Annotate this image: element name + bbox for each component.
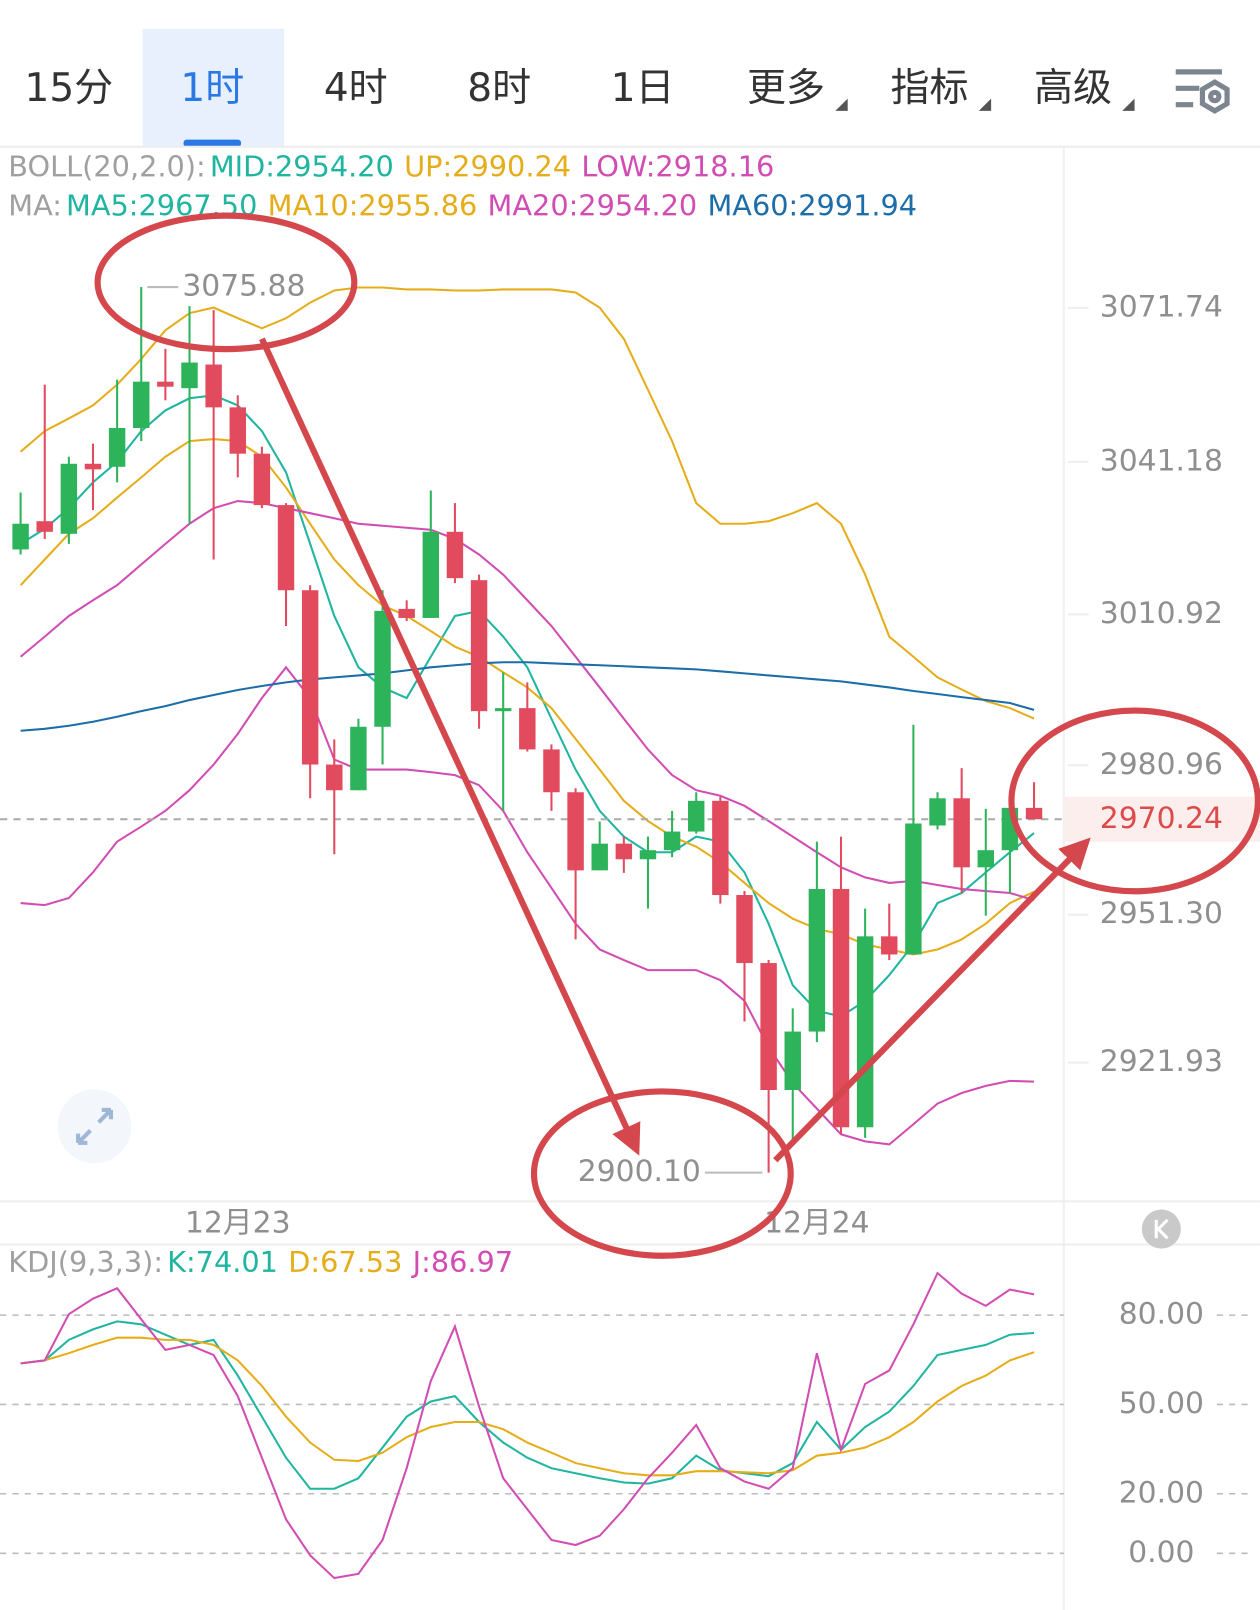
legend-item: LOW:2918.16 bbox=[581, 149, 774, 183]
candle-body bbox=[881, 936, 898, 955]
low-label: 2900.10 bbox=[578, 1154, 701, 1189]
last-price-label: 2970.24 bbox=[1100, 801, 1223, 836]
indicator-line bbox=[19, 286, 1035, 720]
legend-label: KDJ(9,3,3): bbox=[8, 1245, 163, 1279]
indicator-line bbox=[20, 661, 1035, 732]
x-tick-label: 12月23 bbox=[185, 1205, 291, 1240]
candle-body bbox=[494, 708, 512, 712]
y-tick-label: 20.00 bbox=[1119, 1475, 1204, 1510]
candle-body bbox=[398, 608, 415, 618]
candle-body bbox=[60, 463, 78, 534]
kdj-line bbox=[20, 1336, 1035, 1477]
candle-body bbox=[567, 792, 584, 871]
y-tick-label: 3010.92 bbox=[1100, 596, 1223, 631]
legend-label: BOLL(20,2.0): bbox=[8, 149, 205, 183]
high-label: 3075.88 bbox=[182, 269, 305, 304]
kdj-line bbox=[20, 1271, 1035, 1580]
candle-body bbox=[663, 831, 681, 851]
tab[interactable]: 更多 bbox=[747, 66, 825, 111]
settings-icon[interactable] bbox=[1175, 69, 1230, 114]
menu-caret bbox=[978, 98, 992, 111]
candle-body bbox=[712, 800, 729, 896]
candle-body bbox=[808, 888, 826, 1032]
annotation-marks bbox=[94, 212, 1260, 1259]
candle-body bbox=[181, 362, 198, 389]
candle-body bbox=[953, 798, 970, 868]
candle-body bbox=[36, 521, 53, 532]
candle-body bbox=[133, 381, 150, 429]
candle-body bbox=[856, 936, 874, 1128]
expand-button[interactable] bbox=[57, 1089, 132, 1164]
candle-body bbox=[591, 843, 608, 871]
indicator-line bbox=[19, 500, 1035, 902]
candle-body bbox=[470, 580, 488, 712]
candle-body bbox=[84, 463, 102, 470]
tab[interactable]: 指标 bbox=[891, 66, 969, 111]
y-tick-label: 3041.18 bbox=[1100, 443, 1223, 478]
menu-caret bbox=[1122, 98, 1135, 111]
legend-item: UP:2990.24 bbox=[404, 149, 571, 183]
last-price-bg bbox=[1064, 796, 1260, 842]
menu-caret bbox=[835, 98, 848, 111]
candle-body bbox=[374, 610, 391, 727]
timeframe-tabs: 15分 1时 4时 8时 1日 更多 指标 高级 bbox=[25, 28, 1135, 147]
y-tick-label: 2951.30 bbox=[1100, 896, 1223, 931]
legend-item: MA20:2954.20 bbox=[488, 188, 698, 222]
candle-body bbox=[929, 798, 946, 826]
candle-body bbox=[688, 800, 705, 832]
y-tick-label: 3071.74 bbox=[1100, 289, 1223, 324]
candle-body bbox=[422, 531, 440, 618]
candle-body bbox=[301, 590, 319, 765]
candle-body bbox=[157, 381, 174, 387]
x-tick-label: 12月24 bbox=[764, 1205, 870, 1240]
indicator-line bbox=[20, 665, 1035, 1146]
legend-item: MA60:2991.94 bbox=[707, 188, 917, 222]
candle-body bbox=[519, 708, 536, 750]
active-tab-indicator bbox=[183, 139, 242, 147]
y-tick-label: 50.00 bbox=[1119, 1386, 1204, 1421]
legend-item: J:86.97 bbox=[411, 1245, 513, 1279]
candle-body bbox=[760, 963, 777, 1091]
candle-body bbox=[832, 888, 850, 1128]
legend-item: MID:2954.20 bbox=[210, 149, 394, 183]
plot: 3071.74 3041.18 3010.92 2980.96 2951.30 2921.… bbox=[0, 149, 1260, 1580]
y-tick-label: 0.00 bbox=[1128, 1535, 1194, 1570]
candle-body bbox=[736, 895, 753, 964]
candle-body bbox=[977, 850, 994, 868]
candle-body bbox=[326, 764, 343, 791]
legend-item: MA10:2955.86 bbox=[268, 188, 478, 222]
candle-body bbox=[205, 364, 222, 408]
tab[interactable]: 高级 bbox=[1034, 66, 1112, 111]
candle-body bbox=[1025, 807, 1043, 820]
active-tab-bg bbox=[142, 28, 285, 147]
candle-body bbox=[639, 850, 657, 860]
tab[interactable]: 1时 bbox=[180, 66, 244, 111]
tab[interactable]: 8时 bbox=[467, 66, 531, 111]
tab[interactable]: 15分 bbox=[25, 66, 114, 111]
candle-body bbox=[12, 523, 29, 550]
candle-body bbox=[253, 453, 271, 506]
candle-body bbox=[446, 531, 464, 579]
y-tick-label: 2921.93 bbox=[1100, 1044, 1223, 1079]
tab[interactable]: 4时 bbox=[324, 66, 388, 111]
candle-body bbox=[108, 428, 126, 467]
collapse-button[interactable] bbox=[1141, 1209, 1181, 1249]
candle-body bbox=[543, 749, 560, 793]
legend-item: D:67.53 bbox=[288, 1245, 402, 1279]
candle-body bbox=[905, 823, 922, 955]
candle-body bbox=[350, 726, 367, 791]
legend-item: K:74.01 bbox=[167, 1245, 278, 1279]
y-tick-label: 80.00 bbox=[1119, 1297, 1204, 1332]
tab[interactable]: 1日 bbox=[611, 66, 675, 111]
legend-label: MA: bbox=[8, 188, 62, 222]
candle-body bbox=[277, 505, 295, 591]
candle-body bbox=[229, 407, 246, 454]
y-tick-label: 2980.96 bbox=[1100, 747, 1223, 782]
candle-body bbox=[615, 843, 633, 860]
candle-body bbox=[784, 1031, 801, 1091]
